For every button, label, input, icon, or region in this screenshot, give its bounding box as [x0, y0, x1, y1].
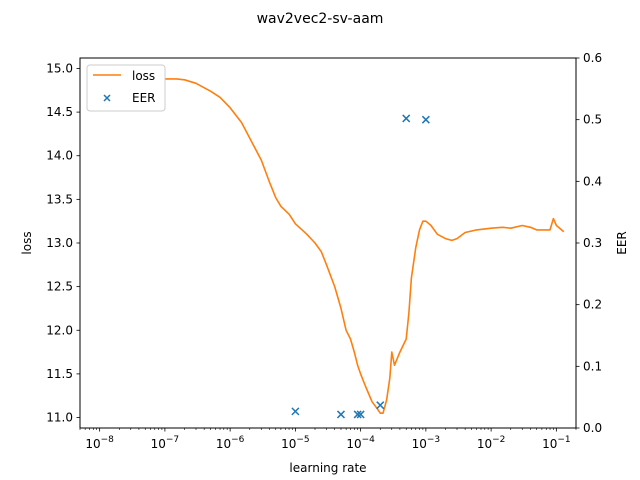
y-tick-label: 11.5	[46, 367, 73, 381]
x-tick-label: 10−5	[281, 435, 310, 451]
x-tick-label: 10−2	[477, 435, 506, 451]
y2-axis-label: EER	[615, 231, 629, 255]
legend-loss-label: loss	[132, 69, 155, 83]
y-axis-right: 0.0 0.1 0.2 0.3 0.4 0.5 0.6	[576, 51, 602, 435]
y-tick-label: 13.5	[46, 192, 73, 206]
eer-point	[421, 115, 430, 124]
plot-frame	[79, 57, 577, 429]
y2-tick-label: 0.0	[583, 421, 602, 435]
legend-eer-label: EER	[132, 91, 156, 105]
y2-tick-label: 0.5	[583, 113, 602, 127]
x-tick-label: 10−7	[151, 435, 180, 451]
y-tick-label: 14.0	[46, 149, 73, 163]
y2-tick-label: 0.1	[583, 359, 602, 373]
y-axis-left: 11.0 11.5 12.0 12.5 13.0 13.5 14.0 14.5 15.0	[46, 61, 80, 425]
y2-tick-label: 0.2	[583, 298, 602, 312]
y-axis-label: loss	[20, 231, 34, 254]
loss-line	[164, 78, 565, 415]
x-tick-label: 10−6	[216, 435, 245, 451]
eer-point	[402, 114, 411, 123]
eer-point	[376, 401, 385, 410]
eer-point	[356, 410, 365, 419]
y-tick-label: 14.5	[46, 105, 73, 119]
legend: loss EER	[86, 64, 166, 112]
eer-point	[291, 407, 300, 416]
y2-tick-label: 0.3	[583, 236, 602, 250]
plot-series	[164, 78, 565, 419]
y-tick-label: 12.0	[46, 323, 73, 337]
y2-tick-label: 0.4	[583, 174, 602, 188]
y-tick-label: 12.5	[46, 280, 73, 294]
eer-point	[336, 410, 346, 419]
x-tick-label: 10−1	[542, 435, 571, 451]
x-tick-label: 10−3	[412, 435, 441, 451]
eer-point	[353, 410, 362, 419]
y-tick-label: 13.0	[46, 236, 73, 250]
x-axis: 10−8 10−7 10−6 10−5 10−4 10−3 10−2 10−1	[79, 428, 577, 451]
y-tick-label: 15.0	[46, 61, 73, 75]
x-tick-label: 10−4	[346, 435, 375, 451]
y-tick-label: 11.0	[46, 411, 73, 425]
x-axis-label: learning rate	[289, 461, 366, 475]
x-tick-label: 10−8	[85, 435, 114, 451]
legend-eer-marker	[103, 94, 111, 102]
chart-title: wav2vec2-sv-aam	[257, 11, 384, 27]
y2-tick-label: 0.6	[583, 51, 602, 65]
